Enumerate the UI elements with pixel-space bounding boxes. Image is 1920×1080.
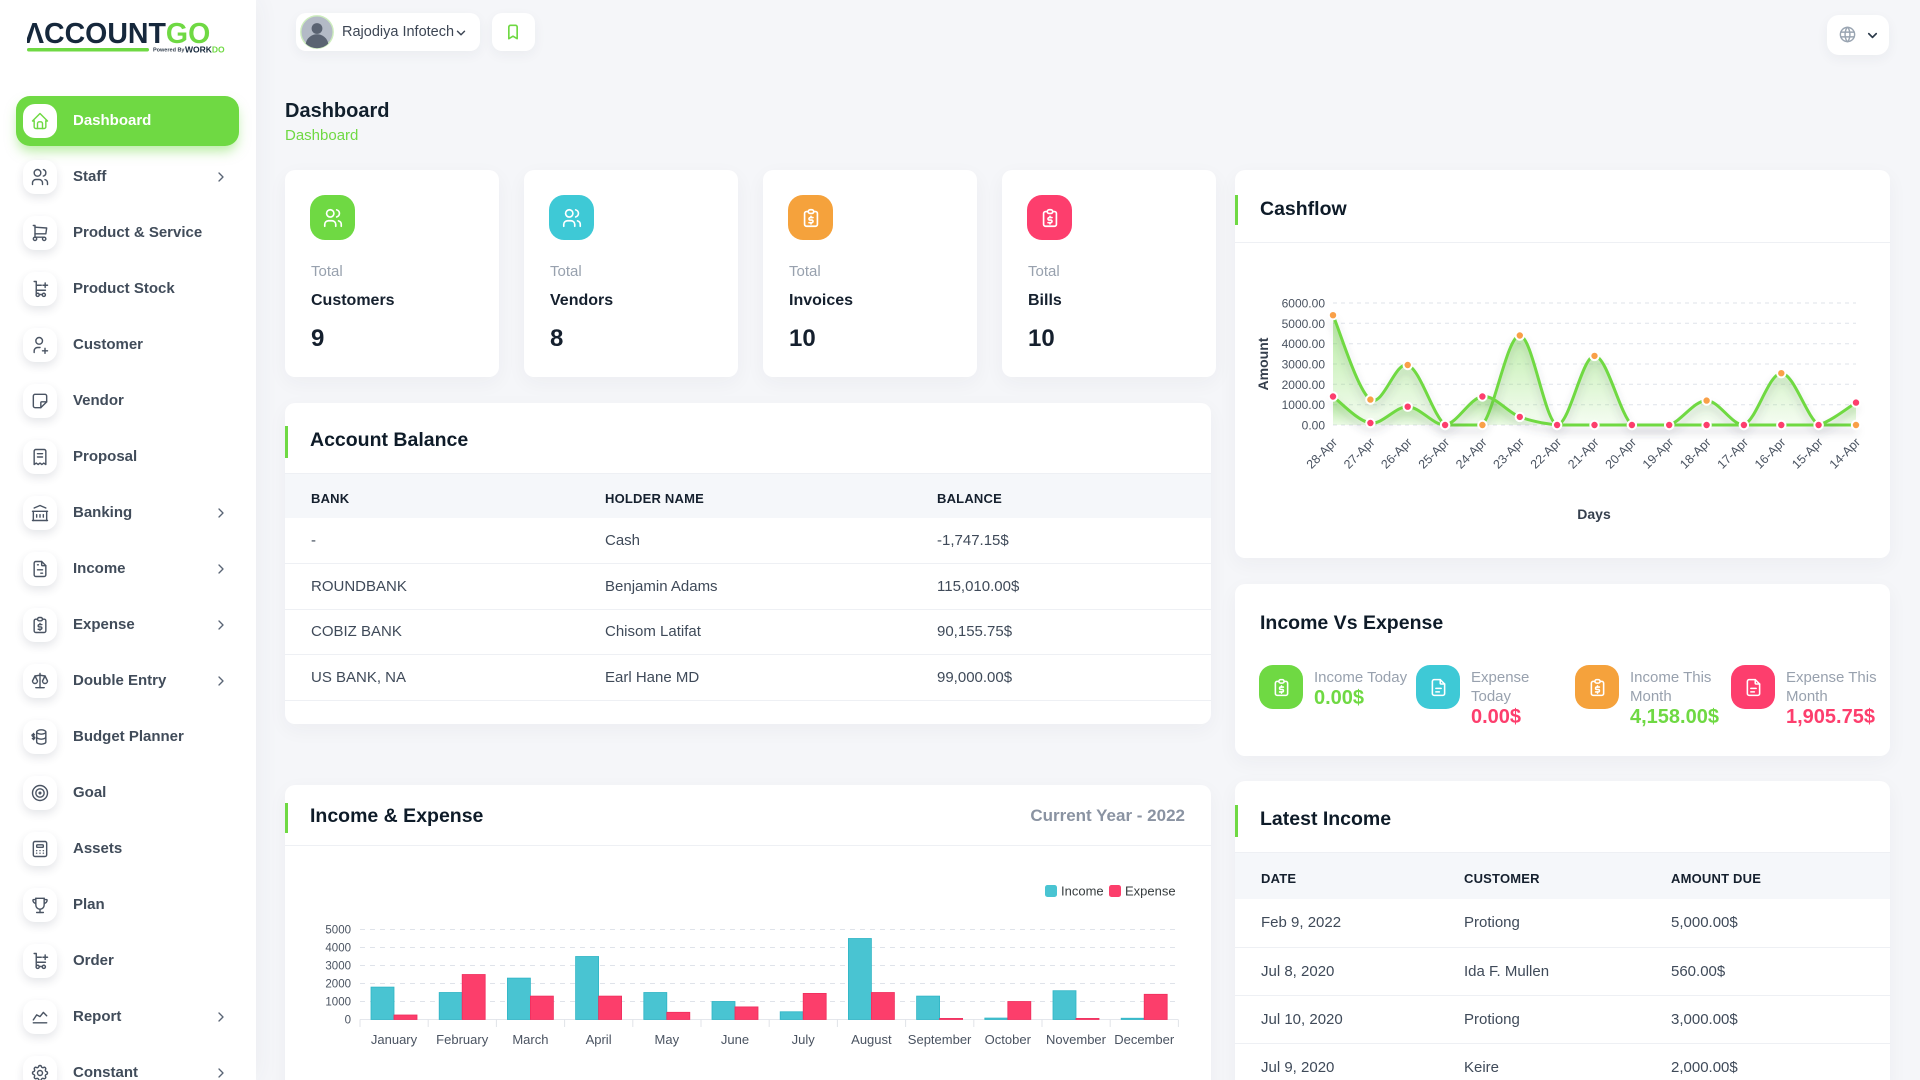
svg-text:26-Apr: 26-Apr (1378, 435, 1414, 471)
svg-text:18-Apr: 18-Apr (1677, 435, 1713, 471)
svg-text:17-Apr: 17-Apr (1715, 435, 1751, 471)
svg-text:November: November (1046, 1032, 1107, 1047)
svg-text:24-Apr: 24-Apr (1453, 435, 1489, 471)
svg-text:ΛCCOUNTGO: ΛCCOUNTGO (27, 18, 210, 50)
svg-text:22-Apr: 22-Apr (1528, 435, 1564, 471)
svg-text:5000: 5000 (325, 925, 351, 937)
svg-text:19-Apr: 19-Apr (1640, 435, 1676, 471)
svg-text:January: January (371, 1032, 418, 1047)
svg-text:23-Apr: 23-Apr (1490, 435, 1526, 471)
svg-text:June: June (721, 1032, 749, 1047)
svg-text:27-Apr: 27-Apr (1341, 435, 1377, 471)
svg-text:December: December (1114, 1032, 1175, 1047)
svg-text:1000.00: 1000.00 (1282, 398, 1326, 412)
svg-text:March: March (512, 1032, 548, 1047)
svg-text:28-Apr: 28-Apr (1304, 435, 1340, 471)
svg-text:3000: 3000 (325, 961, 351, 973)
svg-text:2000.00: 2000.00 (1282, 378, 1326, 392)
svg-text:1000: 1000 (325, 997, 351, 1009)
svg-text:2000: 2000 (325, 979, 351, 991)
svg-text:February: February (436, 1032, 489, 1047)
svg-text:6000.00: 6000.00 (1282, 297, 1326, 311)
svg-text:16-Apr: 16-Apr (1752, 435, 1788, 471)
svg-text:April: April (586, 1032, 612, 1047)
svg-text:0: 0 (345, 1015, 351, 1027)
svg-text:0.00: 0.00 (1302, 419, 1326, 433)
svg-text:4000: 4000 (325, 943, 351, 955)
svg-text:May: May (655, 1032, 680, 1047)
svg-text:October: October (985, 1032, 1032, 1047)
svg-text:Income: Income (1061, 884, 1104, 899)
svg-text:3000.00: 3000.00 (1282, 358, 1326, 372)
svg-text:Expense: Expense (1125, 884, 1176, 899)
svg-text:WORKDO: WORKDO (185, 45, 225, 55)
svg-text:Days: Days (1577, 506, 1611, 522)
svg-text:14-Apr: 14-Apr (1827, 435, 1863, 471)
svg-text:20-Apr: 20-Apr (1603, 435, 1639, 471)
svg-text:September: September (908, 1032, 972, 1047)
svg-text:4000.00: 4000.00 (1282, 337, 1326, 351)
svg-text:Amount: Amount (1255, 337, 1271, 390)
svg-text:15-Apr: 15-Apr (1789, 435, 1825, 471)
svg-text:August: August (851, 1032, 892, 1047)
svg-text:5000.00: 5000.00 (1282, 317, 1326, 331)
svg-text:21-Apr: 21-Apr (1565, 435, 1601, 471)
svg-text:July: July (792, 1032, 816, 1047)
svg-text:25-Apr: 25-Apr (1416, 435, 1452, 471)
svg-text:Powered By: Powered By (153, 48, 185, 54)
